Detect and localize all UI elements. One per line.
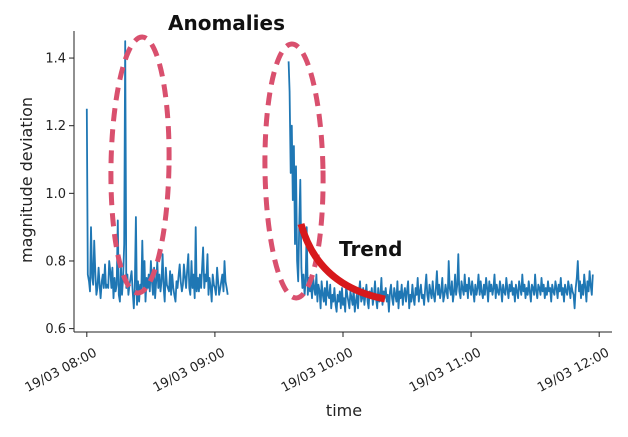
annotations: Anomalies Trend [108, 11, 402, 303]
y-tick-label: 1.4 [45, 52, 66, 67]
y-tick-label: 0.8 [45, 254, 66, 269]
anomaly-ellipse-right [262, 41, 326, 301]
y-tick-label: 0.6 [45, 322, 66, 337]
x-tick-label: 19/03 12:00 [535, 345, 612, 395]
anomaly-ellipse-left [108, 34, 172, 296]
series [85, 40, 594, 313]
y-axis-ticks: 0.6 0.8 1.0 1.2 1.4 [45, 52, 74, 337]
anomalies-label: Anomalies [168, 11, 285, 35]
trend-label: Trend [339, 237, 402, 261]
x-tick-label: 19/03 11:00 [407, 345, 484, 395]
y-tick-label: 1.0 [45, 187, 66, 202]
x-axis-label: time [326, 401, 362, 420]
trend-curve [297, 223, 386, 303]
y-axis-label: magnitude deviation [17, 97, 36, 263]
series-line-segment-2 [287, 61, 594, 313]
x-axis-ticks: 19/03 08:00 19/03 09:00 19/03 10:00 19/03 1… [23, 332, 612, 396]
x-tick-label: 19/03 08:00 [23, 345, 100, 395]
y-tick-label: 1.2 [45, 119, 66, 134]
series-line-segment-1 [85, 40, 229, 310]
x-tick-label: 19/03 10:00 [279, 345, 356, 395]
x-tick-label: 19/03 09:00 [151, 345, 228, 395]
